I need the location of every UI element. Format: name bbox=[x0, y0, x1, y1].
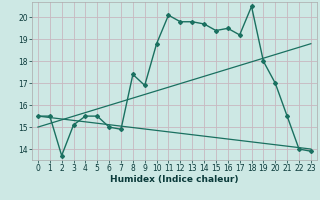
X-axis label: Humidex (Indice chaleur): Humidex (Indice chaleur) bbox=[110, 175, 239, 184]
